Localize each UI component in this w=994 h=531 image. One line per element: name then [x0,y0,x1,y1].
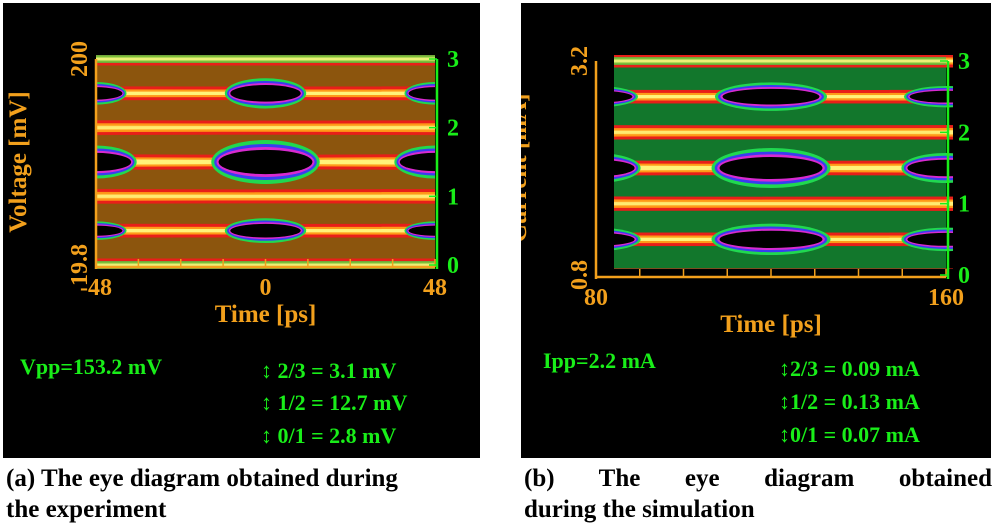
eye-opening [722,88,820,105]
y-tick-label: 200 [67,41,93,77]
caption-line: the experiment [6,496,167,523]
x-tick-label: 160 [928,285,964,311]
eye-traces [614,55,953,269]
eye-1-2-annotation: ↕ 1/2 = 12.7 mV [261,390,408,415]
ipp-annotation: Ipp=2.2 mA [543,348,656,373]
right-tick-label: 3 [447,47,459,73]
level-rail [614,130,946,134]
eye-opening-side [909,90,953,103]
level-rail [96,126,435,130]
y-axis-label: Voltage [mV] [5,91,32,232]
y-tick-label: 0.8 [567,260,593,290]
y-axis-label: Current [mA] [521,94,532,243]
eye-opening-side [399,152,435,172]
level-rail [96,194,435,198]
eye-opening [230,85,301,102]
eye-opening-side [907,159,953,177]
level-rail [96,57,435,61]
right-tick-label: 1 [958,192,970,218]
x-axis-label: Time [ps] [720,311,822,338]
y-tick-label: 19.8 [67,244,93,286]
right-tick-label: 0 [958,263,970,289]
x-tick-label: -48 [80,275,112,301]
caption-line: (a) The eye diagram obtained during [6,465,398,492]
caption-line: during the simulation [524,496,755,523]
eye-traces [96,55,435,269]
eye-opening-side [614,233,635,246]
x-tick-label: 0 [260,275,272,301]
level-rail [614,202,946,206]
eye-0-1-annotation: ↕0/1 = 0.07 mA [779,422,920,447]
eye-2-3-annotation: ↕ 2/3 = 3.1 mV [261,358,397,383]
right-tick-label: 2 [958,120,970,146]
y-tick-label: 3.2 [567,46,593,76]
eye-opening-side [614,91,633,102]
eye-opening-side [96,225,123,236]
right-tick-label: 1 [447,184,459,210]
eye-diagram-simulation: 80 160 Time [ps] 0.8 3.2 Current [mA] 0 1 2 3 [521,46,970,338]
x-axis-label: Time [ps] [215,301,317,328]
eye-opening [719,230,823,248]
eye-opening-side [907,232,953,246]
x-tick-label: 80 [584,285,608,311]
right-tick-label: 2 [447,116,459,142]
eye-opening [218,149,313,175]
eye-opening-side [408,225,435,236]
right-tick-label: 0 [447,253,459,279]
eye-0-1-annotation: ↕ 0/1 = 2.8 mV [261,423,397,448]
eye-opening [230,223,301,238]
eye-opening [719,157,823,179]
x-tick-label: 48 [423,275,447,301]
eye-1-2-annotation: ↕1/2 = 0.13 mA [779,389,920,414]
axes [94,58,439,269]
panel-simulation: 80 160 Time [ps] 0.8 3.2 Current [mA] 0 1 2 3 Ipp… [521,3,991,458]
eye-2-3-annotation: ↕2/3 = 0.09 mA [779,356,920,381]
eye-opening-side [96,87,123,100]
level-rail [614,59,946,63]
axes [594,60,950,279]
caption-simulation: (b) The eye diagram obtained during the … [524,463,992,525]
eye-opening-side [614,160,635,176]
eye-opening-side [408,87,435,100]
caption-line: (b) The eye diagram obtained [524,465,992,492]
caption-experiment: (a) The eye diagram obtained during the … [6,463,484,525]
panel-experiment: -48 0 48 Time [ps] 19.8 200 Voltage [mV] 0 1 2 3 V… [3,3,480,458]
vpp-annotation: Vpp=153.2 mV [20,354,163,379]
right-tick-label: 3 [958,49,970,75]
eye-opening-side [96,152,132,172]
